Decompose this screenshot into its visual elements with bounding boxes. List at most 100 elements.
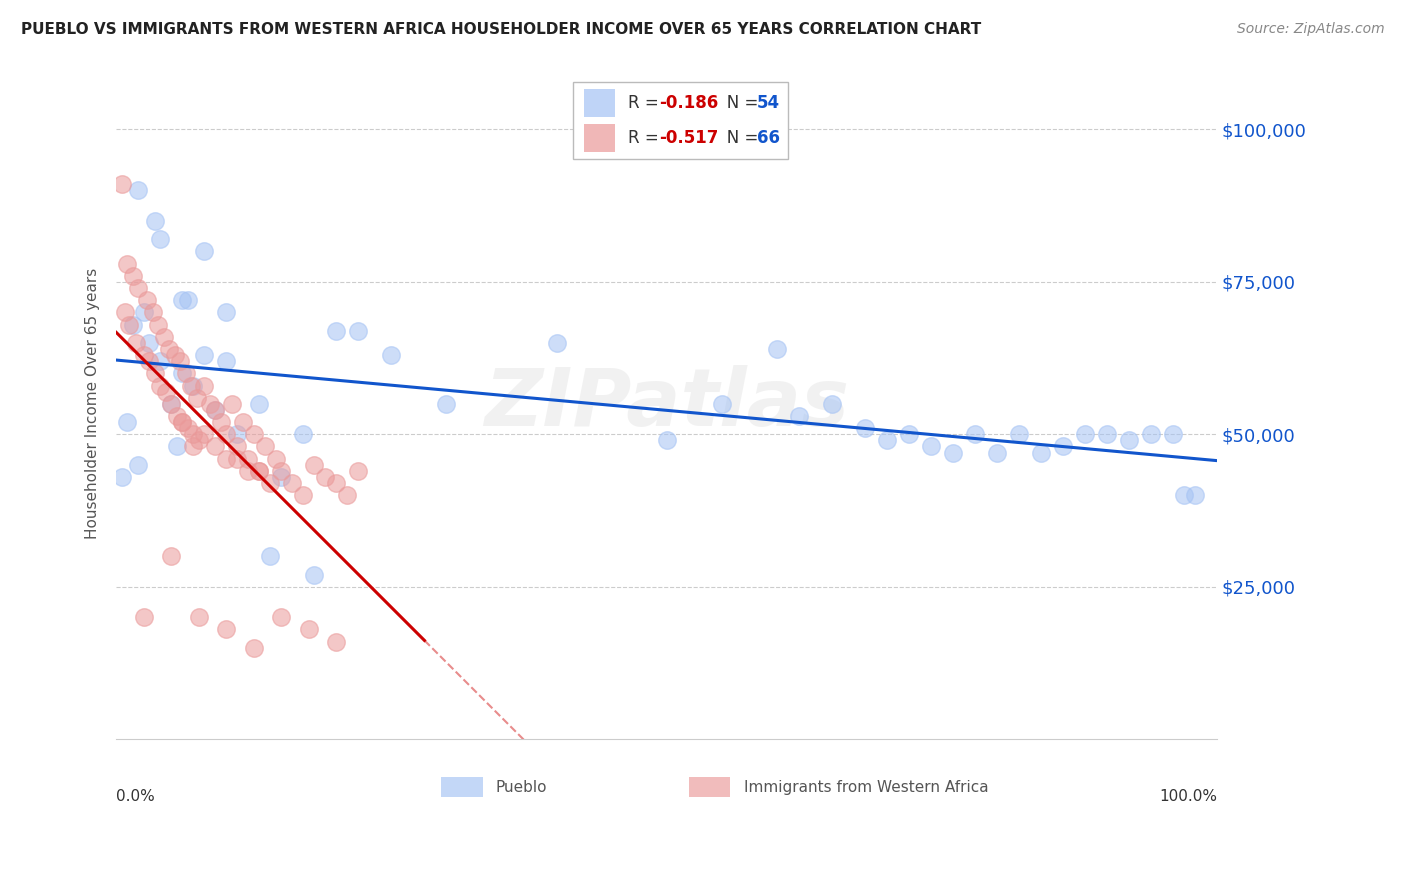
Point xyxy=(215,427,238,442)
FancyBboxPatch shape xyxy=(583,88,614,117)
Point xyxy=(146,318,169,332)
Text: -0.517: -0.517 xyxy=(659,129,718,147)
Text: 54: 54 xyxy=(756,94,780,112)
Point xyxy=(215,451,238,466)
Point xyxy=(655,434,678,448)
Point xyxy=(149,232,172,246)
Point xyxy=(270,610,292,624)
Point xyxy=(1008,427,1031,442)
Point xyxy=(138,335,160,350)
Text: Pueblo: Pueblo xyxy=(496,780,547,795)
Point xyxy=(853,421,876,435)
Point xyxy=(181,427,204,442)
Point xyxy=(986,445,1008,459)
Point xyxy=(181,378,204,392)
Point xyxy=(193,348,215,362)
Point xyxy=(155,384,177,399)
Point xyxy=(1161,427,1184,442)
Point xyxy=(172,415,194,429)
Text: PUEBLO VS IMMIGRANTS FROM WESTERN AFRICA HOUSEHOLDER INCOME OVER 65 YEARS CORREL: PUEBLO VS IMMIGRANTS FROM WESTERN AFRICA… xyxy=(21,22,981,37)
Point xyxy=(169,354,191,368)
Text: ZIPatlas: ZIPatlas xyxy=(484,365,849,442)
Point xyxy=(143,367,166,381)
Text: 0.0%: 0.0% xyxy=(117,789,155,805)
Point xyxy=(264,451,287,466)
Point xyxy=(127,281,149,295)
Point xyxy=(177,293,200,308)
Point xyxy=(259,549,281,564)
Point xyxy=(152,330,174,344)
Point xyxy=(897,427,920,442)
Point xyxy=(920,440,942,454)
Point xyxy=(436,397,458,411)
Point xyxy=(247,464,270,478)
Point xyxy=(117,257,139,271)
Point xyxy=(163,348,186,362)
Point xyxy=(247,397,270,411)
Point xyxy=(118,318,141,332)
Point xyxy=(209,415,232,429)
Point xyxy=(172,293,194,308)
Point xyxy=(143,214,166,228)
FancyBboxPatch shape xyxy=(583,124,614,153)
Point xyxy=(243,427,266,442)
Point xyxy=(221,397,243,411)
Point xyxy=(160,397,183,411)
Text: -0.186: -0.186 xyxy=(659,94,718,112)
Point xyxy=(347,324,370,338)
Point xyxy=(174,367,197,381)
Point xyxy=(963,427,986,442)
Point xyxy=(215,623,238,637)
Point xyxy=(710,397,733,411)
Point xyxy=(765,342,787,356)
FancyBboxPatch shape xyxy=(689,777,731,797)
Point xyxy=(111,470,134,484)
Point xyxy=(270,470,292,484)
FancyBboxPatch shape xyxy=(574,82,787,159)
Point xyxy=(215,305,238,319)
Point xyxy=(304,567,326,582)
Y-axis label: Householder Income Over 65 years: Householder Income Over 65 years xyxy=(86,268,100,540)
Point xyxy=(336,488,359,502)
Point xyxy=(1095,427,1118,442)
Text: Source: ZipAtlas.com: Source: ZipAtlas.com xyxy=(1237,22,1385,37)
Point xyxy=(247,464,270,478)
Point xyxy=(166,409,188,423)
Point xyxy=(238,464,260,478)
Point xyxy=(281,476,304,491)
Point xyxy=(304,458,326,472)
Point xyxy=(1140,427,1163,442)
Point xyxy=(876,434,898,448)
Point xyxy=(193,244,215,259)
Point xyxy=(198,397,221,411)
FancyBboxPatch shape xyxy=(441,777,482,797)
Point xyxy=(243,640,266,655)
Point xyxy=(380,348,402,362)
Point xyxy=(238,451,260,466)
Point xyxy=(347,464,370,478)
Point xyxy=(138,354,160,368)
Point xyxy=(149,354,172,368)
Point xyxy=(253,440,276,454)
Point xyxy=(114,305,136,319)
Text: 100.0%: 100.0% xyxy=(1159,789,1218,805)
Point xyxy=(125,335,148,350)
Text: R =: R = xyxy=(628,94,664,112)
Point xyxy=(325,634,347,648)
Point xyxy=(111,178,134,192)
Point xyxy=(292,488,315,502)
Point xyxy=(193,378,215,392)
Point xyxy=(172,415,194,429)
Point xyxy=(160,397,183,411)
Point xyxy=(181,440,204,454)
Point xyxy=(1029,445,1052,459)
Point xyxy=(177,421,200,435)
Point xyxy=(270,464,292,478)
Point xyxy=(226,440,249,454)
Point xyxy=(132,348,155,362)
Point xyxy=(821,397,844,411)
Point xyxy=(259,476,281,491)
Point xyxy=(160,549,183,564)
Text: 66: 66 xyxy=(756,129,780,147)
Text: Immigrants from Western Africa: Immigrants from Western Africa xyxy=(744,780,988,795)
